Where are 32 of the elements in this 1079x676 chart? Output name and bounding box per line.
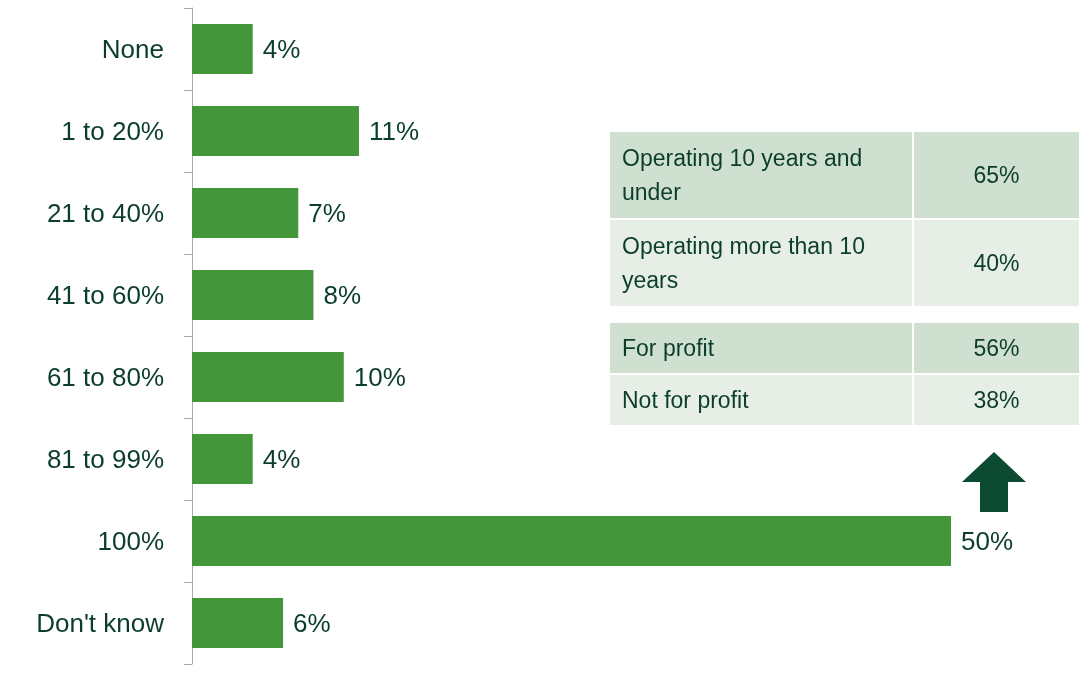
y-tick-label: 21 to 40% bbox=[46, 198, 164, 228]
annotation: For profit bbox=[610, 323, 912, 373]
y-tick-label: 61 to 80% bbox=[46, 362, 164, 392]
data-label: 7% bbox=[308, 198, 346, 228]
y-tick-label: 1 to 20% bbox=[61, 116, 164, 146]
bar bbox=[192, 434, 253, 484]
data-label: 8% bbox=[323, 280, 362, 310]
text: 38% bbox=[973, 387, 1020, 413]
annotation: Not for profit bbox=[610, 375, 912, 425]
bar bbox=[192, 598, 284, 648]
text: 56% bbox=[973, 335, 1020, 361]
bar bbox=[192, 352, 344, 402]
bar bbox=[192, 24, 253, 74]
data-label: 10% bbox=[353, 362, 406, 392]
text: 40% bbox=[973, 250, 1020, 276]
bar bbox=[192, 516, 951, 566]
y-tick-label: 41 to 60% bbox=[46, 280, 164, 310]
y-tick-label: Don't know bbox=[36, 608, 165, 638]
bar bbox=[192, 106, 359, 156]
y-tick-label: None bbox=[101, 34, 164, 64]
bar bbox=[192, 188, 299, 238]
annotation: Operating 10 years and under bbox=[610, 132, 912, 218]
y-tick-label: 81 to 99% bbox=[46, 444, 164, 474]
y-tick-label: 100% bbox=[97, 526, 164, 556]
annotation: Operating more than 10 years bbox=[610, 220, 912, 306]
bar bbox=[192, 270, 314, 320]
text: 65% bbox=[973, 162, 1020, 188]
data-label: 4% bbox=[262, 444, 301, 474]
data-label: 6% bbox=[293, 608, 331, 638]
data-label: 11% bbox=[368, 116, 420, 146]
data-label: 4% bbox=[262, 34, 301, 64]
data-label: 50% bbox=[961, 526, 1014, 556]
